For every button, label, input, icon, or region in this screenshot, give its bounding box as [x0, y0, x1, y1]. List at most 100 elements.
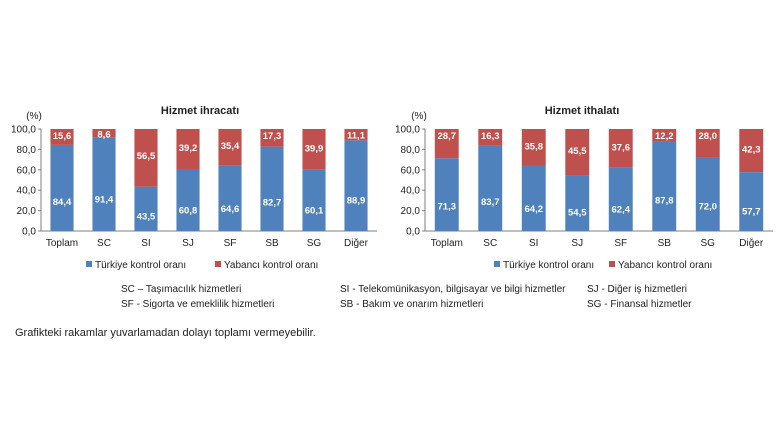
chart2-bar-yabanci-sg: [695, 129, 720, 158]
chart1-legend-label-yabanci: Yabancı kontrol oranı: [224, 260, 318, 271]
chart2-category-label: SF: [614, 238, 627, 249]
chart1-data-label-turkiye-sb: 82,7: [263, 197, 282, 208]
chart2-category-label: SG: [701, 238, 716, 249]
chart2-category-label: SI: [529, 238, 538, 249]
chart2-data-label-yabanci-sc: 16,3: [481, 131, 500, 142]
chart2-ytick-label: 60,0: [401, 165, 421, 176]
chart2-bar-yabanci-sj: [565, 129, 590, 176]
chart1-bar-turkiye-sb: [260, 146, 284, 231]
chart2-bar-turkiye-sj: [565, 175, 590, 231]
chart2-data-label-turkiye-sf: 62,4: [612, 205, 631, 216]
chart1-category-label: SJ: [182, 238, 194, 249]
chart2-data-label-turkiye-sj: 54,5: [568, 208, 587, 219]
chart2-category-label: SB: [658, 238, 672, 249]
note-sg: SG - Finansal hizmetler: [587, 299, 692, 310]
chart1-category-label: SC: [97, 238, 111, 249]
chart1-title: Hizmet ihracatı: [161, 105, 239, 117]
chart2-bar-turkiye-toplam: [434, 158, 459, 231]
chart2-ytick-label: 100,0: [395, 125, 420, 136]
chart1-category-label: SI: [141, 238, 150, 249]
chart1-ytick-label: 40,0: [17, 186, 37, 197]
chart2-category-label: SC: [483, 238, 497, 249]
chart1-bar-yabanci-sj: [176, 129, 200, 169]
chart1-bar-yabanci-sg: [302, 129, 326, 170]
chart2-bar-yabanci-sb: [652, 129, 677, 142]
footer-note: Grafikteki rakamlar yuvarlamadan dolayı …: [15, 327, 316, 339]
chart1-data-label-turkiye-sc: 91,4: [95, 194, 114, 205]
chart2-data-label-turkiye-sg: 72,0: [699, 201, 718, 212]
chart2-legend-swatch-yabanci: [609, 261, 615, 267]
chart1-data-label-turkiye-sg: 60,1: [305, 206, 324, 217]
chart1-data-label-yabanci-sb: 17,3: [263, 131, 282, 142]
chart1-bar-turkiye-sg: [302, 169, 326, 231]
chart1-ytick-label: 20,0: [17, 206, 37, 217]
chart1-bar-turkiye-si: [134, 186, 158, 231]
chart1-category-label: SB: [265, 238, 279, 249]
chart1-category-label: Diğer: [344, 238, 369, 249]
chart1-bar-turkiye-toplam: [50, 144, 74, 231]
chart1-bar-yabanci-si: [134, 129, 158, 187]
chart1-bar-yabanci-sf: [218, 129, 242, 166]
chart1-data-label-yabanci-toplam: 15,6: [53, 131, 72, 142]
chart2-bar-turkiye-sc: [478, 145, 503, 231]
chart2-bar-yabanci-si: [521, 129, 546, 166]
chart2-legend-label-yabanci: Yabancı kontrol oranı: [618, 260, 712, 271]
chart2-data-label-turkiye-toplam: 71,3: [438, 202, 457, 213]
chart1-bar-yabanci-sc: [92, 129, 116, 138]
chart2-ytick-label: 0,0: [406, 227, 420, 238]
chart2-legend-label-turkiye: Türkiye kontrol oranı: [503, 260, 594, 271]
chart2-data-label-yabanci-sf: 37,6: [612, 142, 631, 153]
chart2-bar-turkiye-sg: [695, 157, 720, 231]
chart1-ytick-label: 60,0: [17, 165, 37, 176]
note-si: SI - Telekomünikasyon, bilgisayar ve bil…: [340, 284, 566, 295]
chart1-data-label-yabanci-sg: 39,9: [305, 143, 324, 154]
chart1-data-label-turkiye-sf: 64,6: [221, 204, 240, 215]
chart2-data-label-turkiye-sb: 87,8: [655, 196, 674, 207]
chart1-data-label-yabanci-diğer: 11,1: [347, 131, 366, 142]
chart1-category-label: Toplam: [46, 238, 78, 249]
chart2-data-label-turkiye-diğer: 57,7: [742, 206, 761, 217]
chart1-unit-label: (%): [26, 111, 42, 122]
chart1-category-label: SG: [307, 238, 322, 249]
chart2-title: Hizmet ithalatı: [545, 105, 620, 117]
chart2-bar-yabanci-diğer: [739, 129, 764, 173]
chart2-data-label-yabanci-sg: 28,0: [699, 131, 718, 142]
chart2-bar-turkiye-sf: [608, 167, 633, 231]
chart1-data-label-yabanci-sj: 39,2: [179, 143, 198, 154]
note-sf: SF - Sigorta ve emeklilik hizmetleri: [121, 299, 275, 310]
chart2-data-label-turkiye-sc: 83,7: [481, 197, 500, 208]
chart1-bar-yabanci-diğer: [344, 129, 368, 141]
chart1-bar-turkiye-sj: [176, 168, 200, 231]
chart1-legend-swatch-turkiye: [86, 261, 92, 267]
chart2-category-label: SJ: [571, 238, 583, 249]
chart2-data-label-yabanci-diğer: 42,3: [742, 144, 761, 155]
chart2-data-label-yabanci-sb: 12,2: [655, 131, 674, 142]
chart1-data-label-turkiye-sj: 60,8: [179, 205, 198, 216]
chart1-category-label: SF: [224, 238, 237, 249]
chart1-bar-turkiye-sc: [92, 137, 116, 231]
chart2-category-label: Diğer: [739, 238, 764, 249]
chart2-category-label: Toplam: [431, 238, 463, 249]
chart1-bar-yabanci-sb: [260, 129, 284, 147]
chart1-legend-label-turkiye: Türkiye kontrol oranı: [95, 260, 186, 271]
chart1-data-label-yabanci-sf: 35,4: [221, 141, 240, 152]
chart2-bar-yabanci-sf: [608, 129, 633, 168]
chart1-bar-turkiye-diğer: [344, 140, 368, 231]
chart2-bar-turkiye-diğer: [739, 172, 764, 231]
chart1-legend-swatch-yabanci: [215, 261, 221, 267]
chart2-bar-turkiye-si: [521, 165, 546, 231]
chart1-bar-yabanci-toplam: [50, 129, 74, 145]
chart1-bar-turkiye-sf: [218, 165, 242, 231]
chart1-data-label-turkiye-toplam: 84,4: [53, 197, 72, 208]
chart2-bar-yabanci-toplam: [434, 129, 459, 159]
chart2-data-label-yabanci-sj: 45,5: [568, 146, 587, 157]
note-sj: SJ - Diğer iş hizmetleri: [587, 284, 688, 295]
chart2-data-label-turkiye-si: 64,2: [525, 204, 544, 215]
chart2-ytick-label: 80,0: [401, 145, 421, 156]
chart2-legend-swatch-turkiye: [494, 261, 500, 267]
chart1-data-label-yabanci-si: 56,5: [137, 151, 156, 162]
chart1-data-label-turkiye-si: 43,5: [137, 211, 156, 222]
chart1-ytick-label: 100,0: [11, 125, 36, 136]
chart2-bar-yabanci-sc: [478, 129, 503, 146]
